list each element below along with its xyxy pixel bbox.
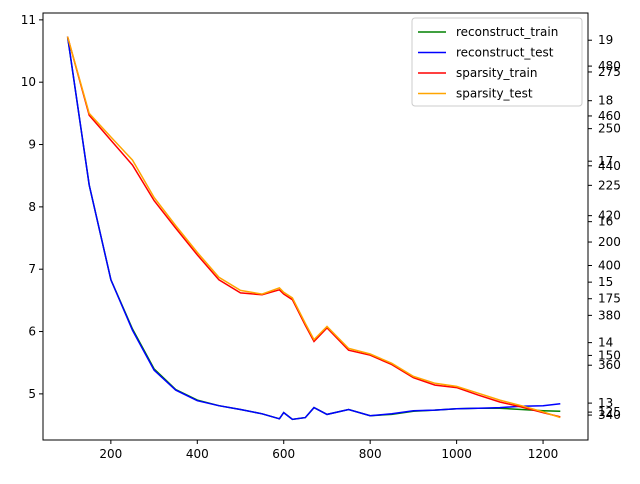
legend-label: sparsity_train bbox=[456, 66, 537, 80]
x-tick-label: 1000 bbox=[441, 447, 472, 461]
y2-tick-label: 18 bbox=[598, 94, 613, 108]
y2-tick-label: 19 bbox=[598, 33, 613, 47]
y-tick-label: 11 bbox=[21, 13, 36, 27]
y2-tick-label: 440 bbox=[598, 159, 621, 173]
y2-tick-label: 420 bbox=[598, 209, 621, 223]
y-tick-label: 8 bbox=[28, 200, 36, 214]
y2-tick-label: 13 bbox=[598, 396, 613, 410]
plot-frame bbox=[42, 12, 589, 441]
y2-tick-label: 17 bbox=[598, 154, 613, 168]
y2-tick-label: 175 bbox=[598, 292, 621, 306]
legend-label: reconstruct_train bbox=[456, 25, 558, 39]
legend-label: sparsity_test bbox=[456, 87, 533, 101]
y-tick-label: 5 bbox=[28, 387, 36, 401]
y2-tick-label: 340 bbox=[598, 408, 621, 422]
y-tick-label: 9 bbox=[28, 138, 36, 152]
y-tick-label: 7 bbox=[28, 262, 36, 276]
series-line bbox=[66, 36, 561, 421]
x-tick-label: 200 bbox=[99, 447, 122, 461]
y2-tick-label: 16 bbox=[598, 215, 613, 229]
y2-tick-label: 360 bbox=[598, 358, 621, 372]
y2-tick-label: 125 bbox=[598, 405, 621, 419]
y2-tick-label: 480 bbox=[598, 59, 621, 73]
y-tick-label: 6 bbox=[28, 325, 36, 339]
x-tick-label: 1200 bbox=[528, 447, 559, 461]
legend-label: reconstruct_test bbox=[456, 46, 554, 60]
y2-tick-label: 200 bbox=[598, 235, 621, 249]
series-line bbox=[66, 36, 561, 419]
y2-tick-label: 14 bbox=[598, 336, 613, 350]
y2-tick-label: 225 bbox=[598, 178, 621, 192]
y2-tick-label: 380 bbox=[598, 308, 621, 322]
y2-tick-label: 15 bbox=[598, 275, 613, 289]
y-tick-label: 10 bbox=[21, 75, 36, 89]
x-tick-label: 600 bbox=[272, 447, 295, 461]
x-tick-label: 400 bbox=[186, 447, 209, 461]
y2-tick-label: 400 bbox=[598, 259, 621, 273]
x-tick-label: 800 bbox=[359, 447, 382, 461]
y2-tick-label: 250 bbox=[598, 122, 621, 136]
y2-tick-label: 275 bbox=[598, 65, 621, 79]
legend-box bbox=[411, 17, 583, 107]
y2-tick-label: 150 bbox=[598, 348, 621, 362]
y2-tick-label: 460 bbox=[598, 109, 621, 123]
series-line bbox=[66, 36, 561, 418]
